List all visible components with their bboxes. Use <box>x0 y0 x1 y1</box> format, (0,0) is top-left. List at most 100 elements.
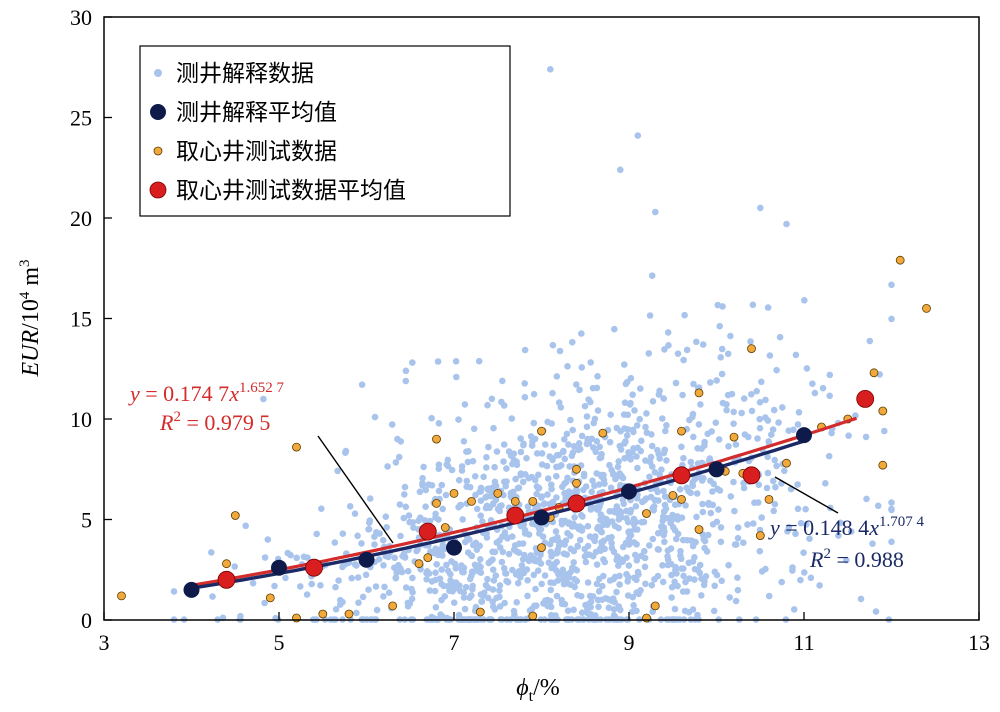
log-data-point <box>740 484 748 492</box>
x-axis-ticks: 3 5 7 9 11 13 <box>99 612 990 655</box>
log-data-point <box>477 497 485 505</box>
log-data-point <box>271 582 278 590</box>
log-data-point <box>679 536 687 544</box>
log-data-point <box>453 373 460 381</box>
log-data-point <box>730 420 737 428</box>
log-data-point <box>679 391 686 399</box>
log-data-point <box>470 425 478 433</box>
log-data-point <box>659 578 667 586</box>
core-data-point <box>222 559 231 569</box>
log-data-point <box>647 493 655 501</box>
log-data-point <box>512 475 519 483</box>
log-data-point <box>544 475 552 482</box>
log-data-point <box>496 544 504 551</box>
y-tick-label: 15 <box>70 307 92 332</box>
log-data-point <box>627 506 635 514</box>
log-data-point <box>600 471 607 479</box>
log-data-point <box>553 452 561 459</box>
y-tick-label: 25 <box>70 106 92 131</box>
log-data-point <box>771 456 778 464</box>
core-data-point <box>598 428 608 438</box>
log-data-point <box>772 483 779 491</box>
log-data-point <box>680 572 687 580</box>
log-data-point <box>744 521 751 528</box>
log-data-point <box>567 532 574 540</box>
core-mean-point <box>305 558 323 577</box>
log-data-point <box>554 577 562 584</box>
log-data-point <box>636 415 643 423</box>
log-data-point <box>584 435 591 443</box>
log-data-point <box>673 570 680 577</box>
log-data-point <box>661 538 668 546</box>
log-data-point <box>570 443 578 450</box>
log-data-point <box>719 399 727 407</box>
log-data-point <box>701 578 708 585</box>
core-data-point <box>782 458 791 468</box>
y-tick-label: 10 <box>70 407 92 432</box>
log-data-point <box>560 447 567 455</box>
y-tick-label: 20 <box>70 206 92 231</box>
log-data-point <box>724 350 732 358</box>
log-data-point <box>491 478 499 486</box>
log-data-point <box>662 427 669 435</box>
log-data-point <box>573 381 580 388</box>
log-data-point <box>731 507 738 515</box>
log-data-point <box>816 582 823 589</box>
y-tick-label: 5 <box>81 508 92 533</box>
log-data-point <box>496 537 503 544</box>
log-data-point <box>469 457 477 465</box>
log-data-point <box>655 391 663 398</box>
log-data-point <box>863 495 870 503</box>
log-data-point <box>366 495 374 502</box>
log-data-point <box>801 297 808 304</box>
log-data-point <box>638 518 645 526</box>
core-data-point <box>642 613 651 623</box>
core-data-point <box>895 255 905 265</box>
log-data-point <box>683 484 690 492</box>
log-data-point <box>496 603 504 610</box>
log-data-point <box>553 373 561 380</box>
log-data-point <box>394 435 401 443</box>
log-data-point <box>641 547 648 555</box>
log-data-point <box>598 539 606 547</box>
log-data-point <box>689 478 696 486</box>
log-data-point <box>634 464 641 472</box>
log-data-point <box>650 507 657 514</box>
log-data-point <box>685 608 693 616</box>
log-data-point <box>391 554 399 562</box>
log-data-point <box>426 587 434 594</box>
log-data-point <box>397 532 404 540</box>
log-data-point <box>707 379 714 386</box>
log-data-point <box>653 486 660 493</box>
log-data-point <box>734 574 741 581</box>
log-data-point <box>376 530 383 537</box>
log-data-point <box>617 481 624 489</box>
log-data-point <box>515 484 523 492</box>
log-data-point <box>819 384 827 392</box>
log-data-point <box>630 539 638 546</box>
log-data-point <box>822 480 829 487</box>
log-data-point <box>571 565 578 573</box>
log-data-point <box>663 422 670 429</box>
log-mean-point <box>183 581 200 598</box>
log-data-point <box>510 607 518 615</box>
log-data-point <box>365 586 372 593</box>
core-data-point <box>694 388 704 398</box>
log-data-point <box>544 602 551 610</box>
core-mean-point <box>856 389 875 408</box>
log-data-point <box>578 432 586 440</box>
log-data-point <box>770 406 778 414</box>
log-data-point <box>519 478 527 486</box>
core-data-point <box>677 494 686 504</box>
log-data-point <box>789 564 796 571</box>
log-data-point <box>392 459 400 466</box>
log-data-point <box>373 606 381 614</box>
log-data-point <box>727 493 735 500</box>
log-data-point <box>242 522 249 530</box>
log-data-point <box>603 516 610 523</box>
log-data-point <box>451 579 458 587</box>
log-data-point <box>332 606 340 613</box>
log-data-point <box>463 477 471 485</box>
log-data-point <box>496 502 504 510</box>
log-data-point <box>664 553 671 560</box>
